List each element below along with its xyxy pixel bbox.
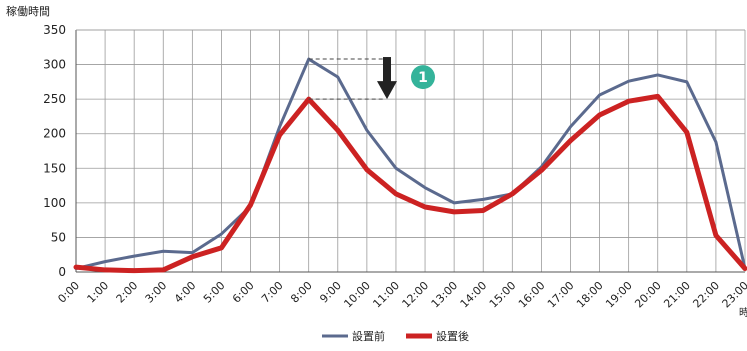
x-tick-label: 23:00	[720, 279, 747, 311]
down-arrow-icon	[377, 81, 397, 100]
x-tick-label: 8:00	[288, 279, 315, 306]
series-lines	[73, 57, 747, 274]
y-tick-label: 0	[58, 265, 66, 279]
down-arrow-shaft	[383, 57, 391, 84]
x-tick-label: 12:00	[400, 279, 432, 311]
y-tick-label: 200	[43, 127, 66, 141]
x-tick-label: 19:00	[603, 279, 635, 311]
y-tick-label: 50	[51, 230, 66, 244]
y-tick-label: 350	[43, 23, 66, 37]
x-tick-label: 6:00	[230, 279, 257, 306]
x-tick-label: 22:00	[690, 279, 722, 311]
legend-label-2: 設置後	[436, 329, 469, 343]
y-tick-label: 150	[43, 161, 66, 175]
x-tick-label: 10:00	[341, 279, 373, 311]
grid-lines	[76, 29, 745, 272]
x-tick-label: 15:00	[487, 279, 519, 311]
x-tick-label: 0:00	[55, 279, 82, 306]
x-tick-label: 14:00	[458, 279, 490, 311]
y-tick-label: 100	[43, 196, 66, 210]
series-line-1	[74, 57, 747, 271]
y-tick-label: 250	[43, 92, 66, 106]
x-tick-label: 21:00	[661, 279, 693, 311]
x-tick-label: 3:00	[143, 279, 170, 306]
y-axis-title: 稼働時間	[6, 4, 50, 18]
x-tick-label: 20:00	[632, 279, 664, 311]
x-tick-label: 7:00	[259, 279, 286, 306]
legend-label-1: 設置前	[352, 329, 385, 343]
x-axis-title: 時	[739, 307, 747, 319]
legend: 設置前 設置後	[322, 329, 469, 343]
x-tick-label: 13:00	[429, 279, 461, 311]
x-tick-label: 18:00	[574, 279, 606, 311]
x-tick-label: 2:00	[114, 279, 141, 306]
x-tick-label: 1:00	[85, 279, 112, 306]
axes	[75, 29, 746, 273]
annotation: 1	[308, 57, 435, 100]
x-tick-label: 4:00	[172, 279, 199, 306]
x-tick-label: 11:00	[370, 279, 402, 311]
marker-badge	[411, 65, 435, 90]
y-tick-label: 300	[43, 58, 66, 72]
x-tick-label: 17:00	[545, 279, 577, 311]
x-tick-label: 16:00	[516, 279, 548, 311]
x-tick-label: 9:00	[317, 279, 344, 306]
x-tick-label: 5:00	[201, 279, 228, 306]
series-line-2	[73, 93, 747, 274]
marker-number: 1	[418, 70, 428, 86]
